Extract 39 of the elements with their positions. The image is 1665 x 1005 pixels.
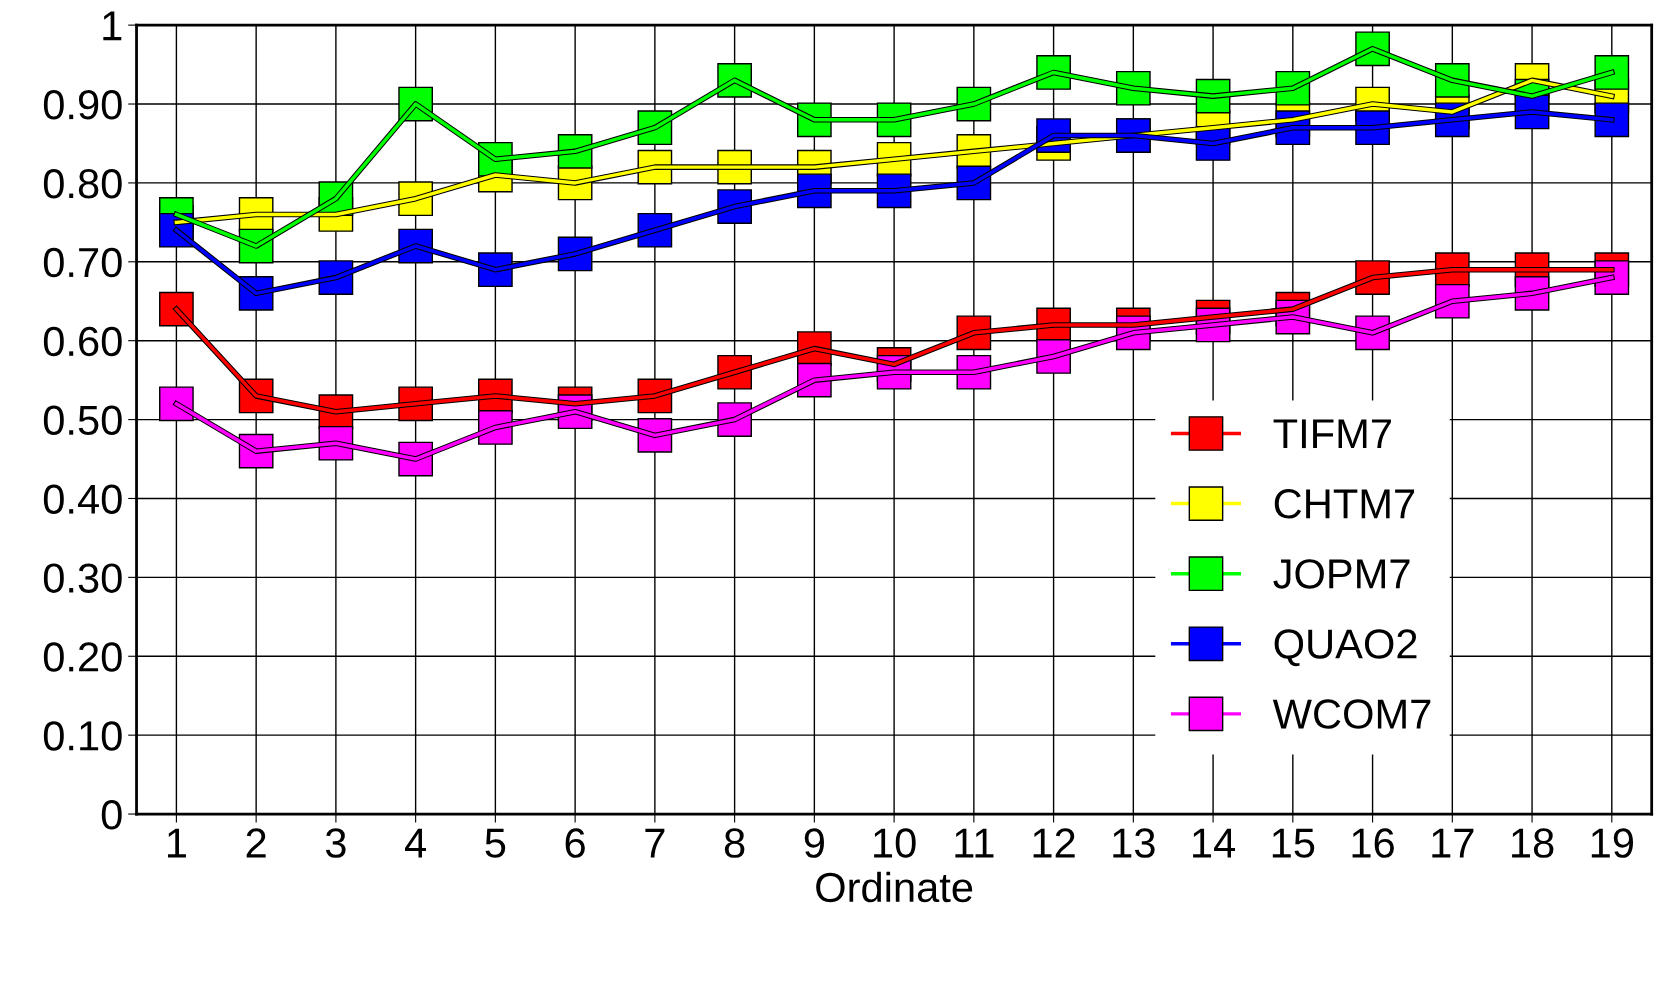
y-tick-label: 0.10: [43, 721, 122, 751]
y-tick-label: 0: [101, 800, 122, 830]
y-tick-label: 0.40: [43, 484, 122, 514]
x-tick-label: 11: [955, 828, 994, 858]
y-tick-label: 0.50: [43, 405, 122, 436]
x-tick-label: 2: [246, 828, 266, 858]
x-tick-label: 10: [874, 828, 916, 858]
y-tick-label: 0.30: [43, 563, 122, 593]
x-tick-label: 13: [1113, 828, 1155, 858]
legend-label: CHTM7: [1274, 489, 1415, 519]
legend-label: JOPM7: [1273, 559, 1410, 589]
x-tick-label: 7: [645, 828, 665, 858]
y-tick-label: 0.20: [43, 642, 122, 672]
x-tick-label: 18: [1512, 828, 1554, 858]
x-tick-label: 9: [804, 828, 824, 858]
y-tick-label: 1: [103, 11, 122, 41]
x-tick-label: 17: [1432, 828, 1474, 858]
x-tick-label: 1: [167, 828, 186, 858]
x-tick-label: 3: [325, 828, 346, 858]
legend-label: TIFM7: [1273, 419, 1391, 449]
x-tick-label: 5: [485, 828, 506, 858]
legend-label: WCOM7: [1272, 699, 1431, 729]
y-tick-label: 0.90: [43, 90, 122, 120]
x-tick-label: 12: [1033, 828, 1075, 858]
point: [1594, 102, 1630, 138]
y-tick-label: 0.60: [43, 326, 122, 357]
x-tick-label: 16: [1352, 828, 1394, 858]
x-tick-label: 14: [1193, 828, 1236, 858]
y-tick-label: 0.70: [43, 247, 122, 278]
point: [159, 386, 194, 422]
x-tick-label: 8: [724, 828, 745, 858]
x-tick-label: 15: [1272, 828, 1315, 858]
x-tick-label: 6: [565, 828, 585, 858]
point: [1594, 55, 1630, 90]
x-tick-label: 4: [405, 828, 426, 858]
x-axis-title: Ordinate: [816, 871, 973, 903]
x-tick-label: 19: [1591, 828, 1634, 858]
y-tick-label: 0.80: [43, 168, 122, 199]
legend-label: QUAO2: [1274, 629, 1417, 667]
